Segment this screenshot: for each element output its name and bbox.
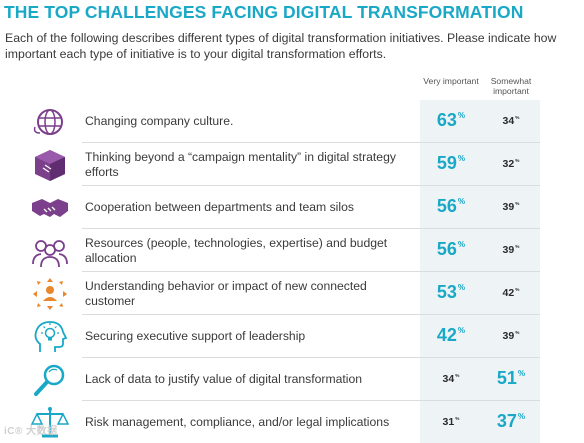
row-label: Changing company culture.: [85, 114, 234, 128]
table-row: Securing executive support of leadership…: [0, 315, 584, 358]
globe-icon: [30, 105, 70, 139]
row-label: Risk management, compliance, and/or lega…: [85, 415, 390, 429]
row-divider: [82, 271, 540, 272]
table-row: Thinking beyond a “campaign mentality” i…: [0, 143, 584, 186]
column-header-very-important: Very important: [423, 76, 479, 86]
column-header-somewhat-important: Somewhat important: [490, 76, 532, 96]
page-title: THE TOP CHALLENGES FACING DIGITAL TRANSF…: [4, 2, 524, 22]
people-icon: [30, 234, 70, 268]
row-label: Resources (people, technologies, experti…: [85, 235, 388, 265]
scales-icon: [30, 406, 70, 440]
somewhat-important-value: 51%: [496, 368, 526, 388]
page-subtitle: Each of the following describes differen…: [5, 31, 557, 61]
very-important-value: 59%: [436, 153, 466, 173]
row-divider: [82, 228, 540, 229]
row-divider: [82, 185, 540, 186]
somewhat-important-value: 34%: [502, 114, 520, 127]
magnifier-icon: [30, 363, 70, 397]
very-important-value: 56%: [436, 239, 466, 259]
table-row: Understanding behavior or impact of new …: [0, 272, 584, 315]
very-important-value: 34%: [442, 372, 460, 385]
table-row: Resources (people, technologies, experti…: [0, 229, 584, 272]
very-important-value: 63%: [436, 110, 466, 130]
table-row: Cooperation between departments and team…: [0, 186, 584, 229]
row-label: Cooperation between departments and team…: [85, 200, 354, 214]
very-important-value: 53%: [436, 282, 466, 302]
row-label: Lack of data to justify value of digital…: [85, 372, 363, 386]
somewhat-important-value: 39%: [502, 329, 520, 342]
lightbulb-head-icon: [30, 320, 70, 354]
row-divider: [82, 142, 540, 143]
row-divider: [82, 400, 540, 401]
handshake-icon: [30, 191, 70, 225]
row-label: Securing executive support of leadership: [85, 329, 306, 343]
somewhat-important-value: 39%: [502, 243, 520, 256]
row-label: Thinking beyond a “campaign mentality” i…: [85, 149, 396, 179]
very-important-value: 42%: [436, 325, 466, 345]
row-divider: [82, 314, 540, 315]
row-divider: [82, 357, 540, 358]
somewhat-important-value: 37%: [496, 411, 526, 431]
table-row: Changing company culture. 63% 34%: [0, 100, 584, 143]
row-label: Understanding behavior or impact of new …: [85, 278, 367, 308]
very-important-value: 31%: [442, 415, 460, 428]
watermark: iC® 大数据: [4, 426, 58, 437]
connected-person-icon: [30, 277, 70, 311]
table-row: Risk management, compliance, and/or lega…: [0, 401, 584, 443]
somewhat-important-value: 32%: [502, 157, 520, 170]
somewhat-important-value: 42%: [502, 286, 520, 299]
somewhat-important-value: 39%: [502, 200, 520, 213]
table-row: Lack of data to justify value of digital…: [0, 358, 584, 401]
box-icon: [30, 148, 70, 182]
very-important-value: 56%: [436, 196, 466, 216]
